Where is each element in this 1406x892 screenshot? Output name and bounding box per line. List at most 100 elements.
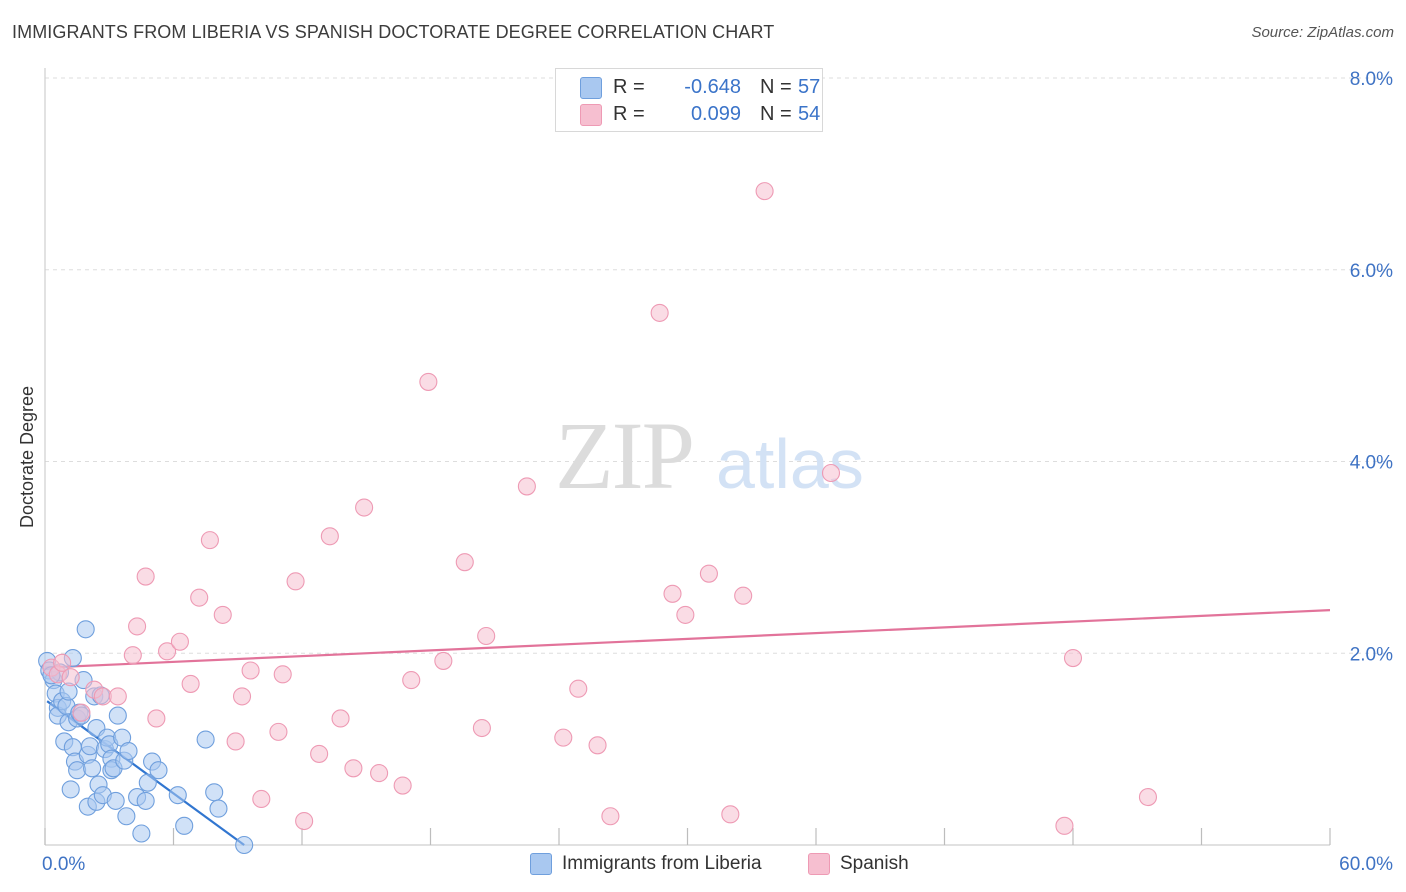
data-point-spanish — [181, 674, 200, 693]
data-point-spanish — [226, 732, 245, 751]
grid-lines — [45, 77, 1392, 654]
data-point-spanish — [821, 463, 841, 483]
legend-r-value: 0.099 — [690, 103, 741, 125]
watermark: ZIP atlas — [555, 402, 864, 509]
trend-line-spanish — [44, 609, 1331, 669]
data-point-liberia — [117, 807, 136, 826]
data-point-spanish — [699, 564, 718, 583]
data-point-spanish — [286, 572, 305, 591]
data-point-spanish — [402, 671, 421, 690]
data-point-liberia — [209, 799, 228, 818]
axes — [44, 68, 1331, 846]
legend-label-liberia: Immigrants from Liberia — [562, 853, 762, 874]
data-point-spanish — [434, 651, 453, 670]
data-point-liberia — [68, 761, 87, 780]
data-point-spanish — [663, 584, 682, 603]
data-point-spanish — [310, 744, 329, 763]
data-point-liberia — [108, 706, 127, 725]
data-point-spanish — [232, 687, 252, 706]
data-point-spanish — [269, 722, 288, 741]
data-point-spanish — [517, 477, 536, 496]
data-point-spanish — [588, 736, 607, 755]
x-tick-label: 0.0% — [42, 854, 85, 875]
data-point-spanish — [676, 605, 695, 624]
data-point-spanish — [472, 718, 491, 738]
data-point-spanish — [370, 764, 389, 783]
data-point-spanish — [1138, 788, 1158, 807]
data-point-liberia — [196, 730, 215, 749]
tick-labels: 2.0% 4.0% 6.0% 8.0% 0.0% 60.0% — [42, 69, 1393, 875]
data-point-spanish — [477, 626, 496, 646]
source-label: Source: ZipAtlas.com — [1251, 24, 1394, 41]
legend-swatch-liberia — [530, 853, 552, 875]
y-axis-label: Doctorate Degree — [17, 386, 37, 528]
data-point-spanish — [650, 303, 669, 322]
data-point-spanish — [241, 661, 260, 680]
data-point-liberia — [80, 737, 100, 756]
data-points — [38, 182, 1158, 855]
legend-swatch-liberia — [580, 77, 602, 99]
chart-title: IMMIGRANTS FROM LIBERIA VS SPANISH DOCTO… — [12, 22, 775, 42]
watermark-zip: ZIP — [555, 402, 693, 509]
watermark-atlas: atlas — [716, 425, 864, 503]
legend-label-spanish: Spanish — [840, 853, 909, 874]
data-point-liberia — [205, 783, 224, 802]
data-point-spanish — [136, 567, 155, 586]
legend-n-value: 57 — [798, 76, 821, 98]
data-point-liberia — [138, 773, 157, 792]
data-point-spanish — [108, 687, 127, 706]
data-point-spanish — [1063, 648, 1083, 668]
data-point-spanish — [170, 632, 189, 651]
x-tick-label: 60.0% — [1339, 854, 1393, 875]
legend-swatch-spanish — [580, 104, 602, 126]
data-point-liberia — [149, 761, 168, 780]
data-point-spanish — [344, 759, 363, 778]
legend-r-label: R = — [613, 76, 645, 98]
data-point-spanish — [128, 617, 147, 636]
data-point-liberia — [132, 824, 151, 843]
data-point-spanish — [72, 703, 91, 722]
data-point-spanish — [331, 709, 350, 728]
data-point-spanish — [755, 182, 774, 201]
data-point-liberia — [235, 835, 254, 855]
data-point-spanish — [295, 811, 314, 831]
data-point-liberia — [119, 741, 138, 761]
data-point-spanish — [601, 807, 620, 826]
data-point-spanish — [252, 789, 271, 809]
data-point-spanish — [158, 642, 177, 661]
legend-n-label: N = — [760, 103, 792, 125]
legend-n-label: N = — [760, 76, 792, 98]
data-point-liberia — [175, 816, 194, 835]
data-point-spanish — [355, 498, 374, 517]
correlation-legend: R = -0.648 N = 57 R = 0.099 N = 54 — [555, 68, 823, 132]
y-tick-label: 6.0% — [1350, 261, 1393, 282]
data-point-spanish — [320, 527, 339, 546]
data-point-spanish — [554, 728, 573, 747]
data-point-liberia — [83, 759, 102, 778]
y-tick-label: 2.0% — [1350, 644, 1393, 665]
data-point-spanish — [61, 668, 80, 687]
data-point-spanish — [213, 605, 232, 624]
data-point-spanish — [273, 665, 292, 684]
data-point-liberia — [106, 791, 125, 810]
data-point-spanish — [1055, 816, 1074, 835]
data-point-spanish — [721, 805, 740, 824]
data-point-spanish — [123, 646, 142, 665]
data-point-spanish — [455, 553, 474, 572]
y-tick-label: 8.0% — [1350, 69, 1393, 90]
data-point-spanish — [200, 531, 219, 550]
legend-n-value: 54 — [798, 103, 821, 125]
data-point-spanish — [53, 653, 72, 672]
data-point-spanish — [147, 709, 166, 728]
trend-lines — [44, 609, 1331, 846]
data-point-spanish — [419, 372, 438, 391]
data-point-liberia — [61, 780, 80, 799]
y-tick-label: 4.0% — [1350, 453, 1393, 474]
data-point-spanish — [393, 776, 412, 795]
data-point-spanish — [569, 679, 588, 698]
data-point-spanish — [734, 586, 753, 605]
data-point-liberia — [136, 791, 155, 810]
data-point-liberia — [76, 620, 95, 639]
legend-swatch-spanish — [808, 853, 830, 875]
